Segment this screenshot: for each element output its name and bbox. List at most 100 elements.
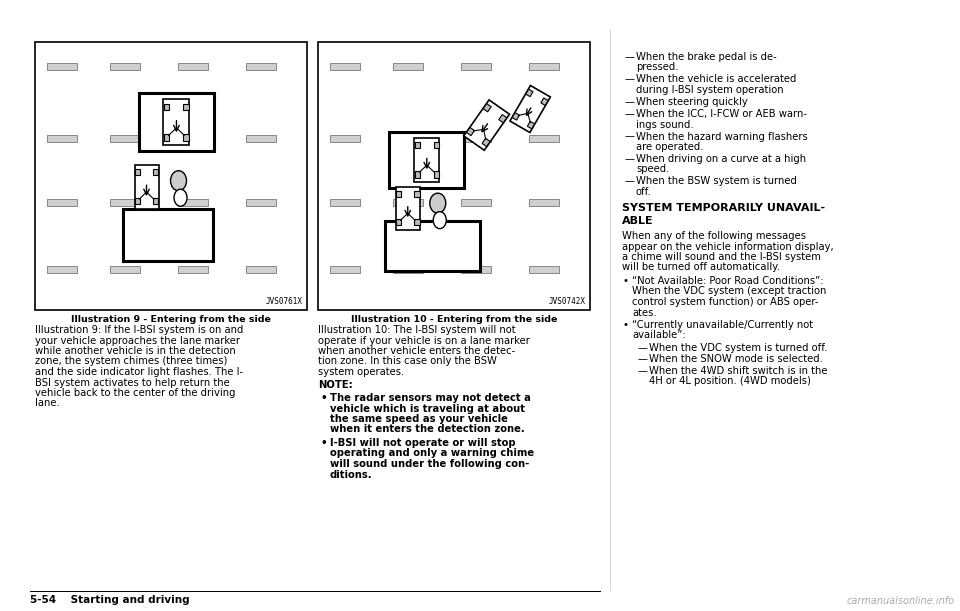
Text: system operates.: system operates. [318, 367, 404, 377]
Bar [482, 138, 491, 147]
Bar [390, 132, 465, 188]
Text: —: — [638, 354, 648, 365]
Bar [183, 134, 189, 141]
Text: carmanualsonline.info: carmanualsonline.info [847, 596, 955, 606]
Text: 5-54    Starting and driving: 5-54 Starting and driving [30, 595, 190, 605]
Text: 4H or 4L position. (4WD models): 4H or 4L position. (4WD models) [649, 376, 811, 387]
Ellipse shape [171, 170, 186, 191]
Text: When the brake pedal is de-: When the brake pedal is de- [636, 52, 777, 62]
Bar [415, 142, 420, 148]
Text: When the ICC, I-FCW or AEB warn-: When the ICC, I-FCW or AEB warn- [636, 109, 807, 119]
Text: ABLE: ABLE [622, 216, 654, 226]
Bar [393, 199, 422, 207]
Text: Illustration 10: The I-BSI system will not: Illustration 10: The I-BSI system will n… [318, 325, 516, 335]
Text: SYSTEM TEMPORARILY UNAVAIL-: SYSTEM TEMPORARILY UNAVAIL- [622, 203, 826, 213]
Bar [163, 100, 189, 145]
Text: •: • [623, 276, 629, 286]
Text: —: — [625, 131, 635, 142]
Bar [415, 171, 420, 178]
Text: When driving on a curve at a high: When driving on a curve at a high [636, 154, 806, 164]
Text: When steering quickly: When steering quickly [636, 97, 748, 107]
Text: —: — [625, 52, 635, 62]
Text: When any of the following messages: When any of the following messages [622, 231, 806, 241]
Bar [134, 169, 140, 175]
Ellipse shape [430, 193, 445, 213]
Ellipse shape [174, 189, 187, 207]
Bar [529, 199, 559, 207]
Text: •: • [623, 320, 629, 330]
Bar [330, 135, 360, 142]
Bar [464, 100, 510, 150]
Text: —: — [625, 75, 635, 84]
Bar [461, 62, 491, 70]
Bar [461, 135, 491, 142]
Bar [393, 266, 422, 273]
Bar [178, 135, 207, 142]
Text: •: • [320, 393, 326, 403]
Text: ings sound.: ings sound. [636, 120, 694, 130]
Text: are operated.: are operated. [636, 142, 704, 152]
Text: control system function) or ABS oper-: control system function) or ABS oper- [632, 297, 819, 307]
Bar [467, 128, 474, 136]
Bar [178, 199, 207, 207]
Text: operating and only a warning chime: operating and only a warning chime [330, 448, 534, 458]
Text: When the VDC system (except traction: When the VDC system (except traction [632, 287, 827, 296]
Text: and the side indicator light flashes. The I-: and the side indicator light flashes. Th… [35, 367, 243, 377]
Text: The radar sensors may not detect a: The radar sensors may not detect a [330, 393, 531, 403]
Text: When the BSW system is turned: When the BSW system is turned [636, 177, 797, 186]
Bar [47, 62, 77, 70]
Text: I-BSI will not operate or will stop: I-BSI will not operate or will stop [330, 438, 516, 448]
Bar [109, 62, 140, 70]
Text: will be turned off automatically.: will be turned off automatically. [622, 263, 780, 273]
Text: —: — [625, 109, 635, 119]
Text: When the 4WD shift switch is in the: When the 4WD shift switch is in the [649, 366, 828, 376]
Bar [246, 199, 276, 207]
Text: “Currently unavailable/Currently not: “Currently unavailable/Currently not [632, 320, 813, 330]
Bar [415, 138, 440, 182]
Text: When the hazard warning flashers: When the hazard warning flashers [636, 131, 807, 142]
Text: lane.: lane. [35, 398, 60, 409]
Bar [529, 62, 559, 70]
Bar [396, 191, 401, 197]
Text: off.: off. [636, 187, 652, 197]
Text: “Not Available: Poor Road Conditions”:: “Not Available: Poor Road Conditions”: [632, 276, 824, 286]
Bar [246, 266, 276, 273]
Bar [178, 62, 207, 70]
Bar [461, 199, 491, 207]
Text: during I-BSI system operation: during I-BSI system operation [636, 85, 783, 95]
Text: vehicle which is traveling at about: vehicle which is traveling at about [330, 403, 525, 414]
Text: —: — [625, 97, 635, 107]
Text: —: — [625, 177, 635, 186]
Bar [527, 122, 535, 129]
Text: NOTE:: NOTE: [318, 381, 352, 390]
Text: tion zone. In this case only the BSW: tion zone. In this case only the BSW [318, 356, 497, 367]
Bar [183, 104, 189, 111]
Text: —: — [638, 366, 648, 376]
Text: ates.: ates. [632, 307, 657, 318]
Text: ditions.: ditions. [330, 469, 372, 480]
Bar [529, 266, 559, 273]
Text: will sound under the following con-: will sound under the following con- [330, 459, 529, 469]
Bar [393, 135, 422, 142]
Bar [540, 98, 548, 106]
Bar [526, 89, 533, 97]
Bar [461, 266, 491, 273]
Bar [513, 112, 519, 120]
Bar [318, 42, 590, 310]
Bar [109, 135, 140, 142]
Text: appear on the vehicle information display,: appear on the vehicle information displa… [622, 241, 833, 252]
Text: a chime will sound and the I-BSI system: a chime will sound and the I-BSI system [622, 252, 821, 262]
Bar [434, 171, 439, 178]
Bar [47, 199, 77, 207]
Bar [134, 165, 158, 209]
Text: the same speed as your vehicle: the same speed as your vehicle [330, 414, 508, 424]
Text: Illustration 9: If the I-BSI system is on and: Illustration 9: If the I-BSI system is o… [35, 325, 244, 335]
Bar [246, 135, 276, 142]
Bar [385, 221, 480, 271]
Bar [330, 199, 360, 207]
Text: speed.: speed. [636, 164, 669, 175]
Bar [153, 169, 158, 175]
Bar [164, 134, 169, 141]
Bar [139, 93, 214, 152]
Bar [246, 62, 276, 70]
